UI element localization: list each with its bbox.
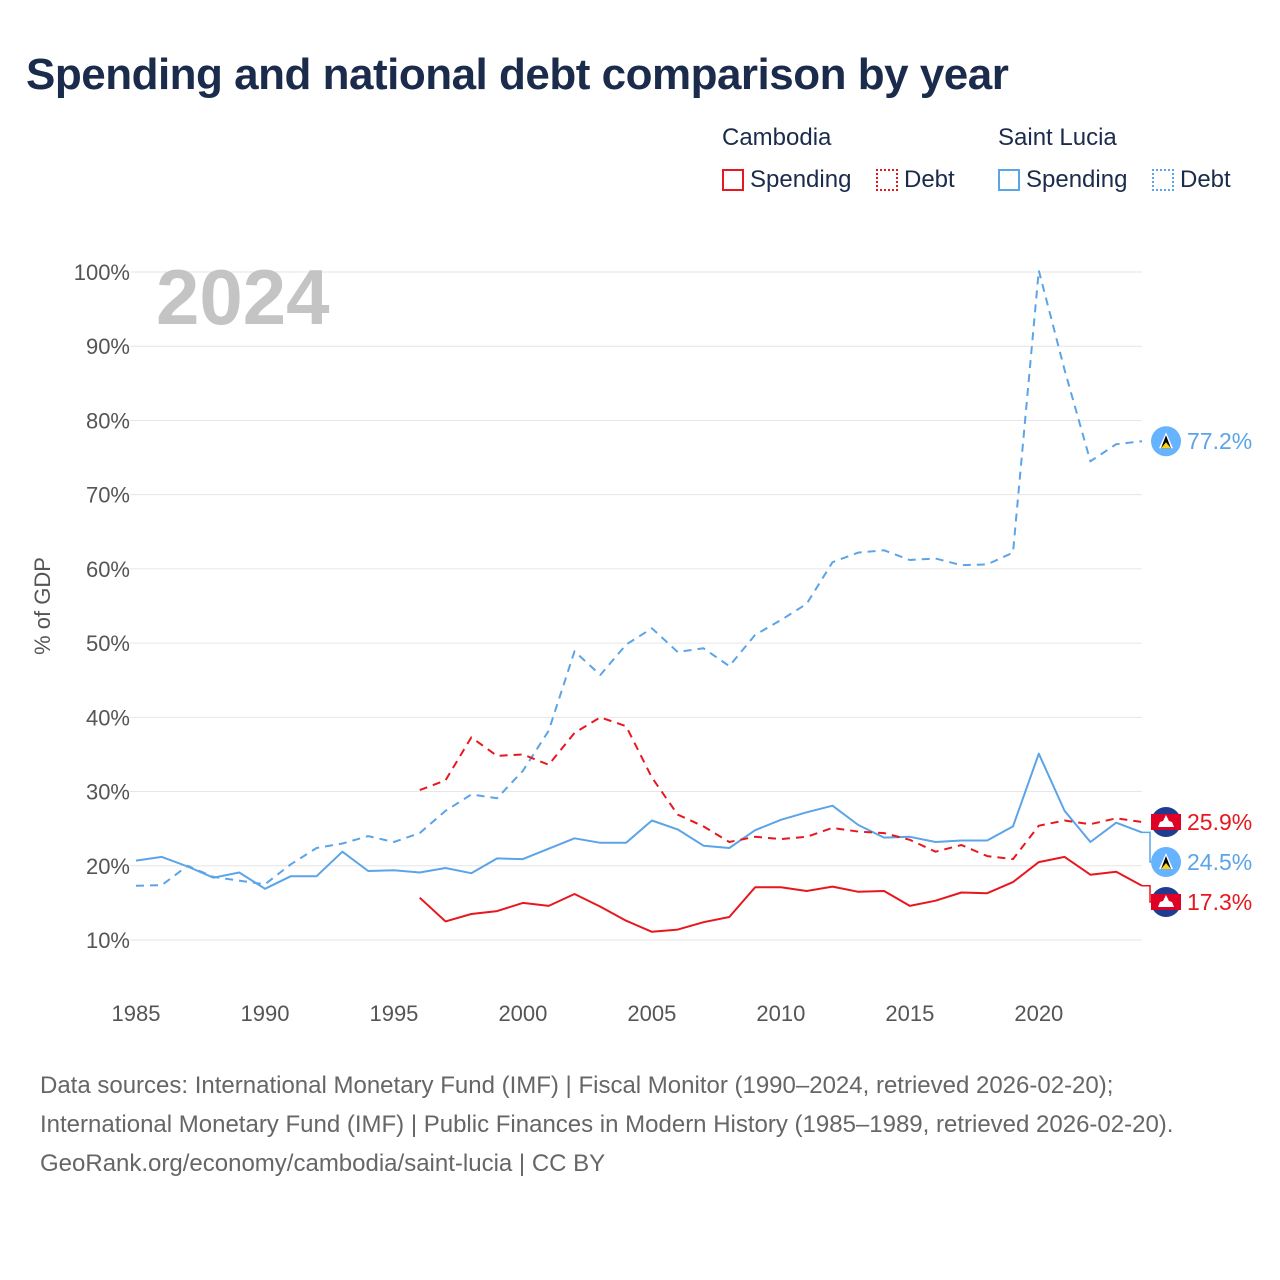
- legend-country-cambodia: Cambodia: [722, 124, 832, 151]
- y-axis-ticks: 10% 20% 30% 40% 50% 60% 70% 80% 90% 100%: [74, 260, 130, 953]
- cambodia-flag-icon: [1151, 806, 1181, 837]
- x-tick-label: 1990: [240, 1001, 289, 1026]
- series-line-saint-lucia-debt[interactable]: [135, 269, 1143, 887]
- legend-item-saint-lucia-debt[interactable]: Debt: [1152, 166, 1231, 194]
- x-tick-label: 1995: [369, 1001, 418, 1026]
- y-tick-label: 80%: [86, 408, 130, 433]
- x-axis-ticks: 1985 1990 1995 2000 2005 2010 2015 2020: [112, 1001, 1064, 1026]
- legend-swatch-dotted: [876, 169, 898, 191]
- y-tick-label: 70%: [86, 483, 130, 508]
- saint-lucia-flag-icon: [1151, 426, 1181, 457]
- legend-item-saint-lucia-spending[interactable]: Spending: [998, 166, 1127, 194]
- end-label-value: 77.2%: [1187, 428, 1252, 454]
- legend-label: Spending: [1026, 166, 1128, 193]
- legend-item-cambodia-spending[interactable]: Spending: [722, 166, 851, 194]
- year-watermark: 2024: [156, 253, 330, 341]
- x-tick-label: 2005: [627, 1001, 676, 1026]
- legend-swatch-solid: [722, 169, 744, 191]
- y-tick-label: 90%: [86, 334, 130, 359]
- legend-label: Debt: [904, 166, 955, 193]
- end-label-value: 24.5%: [1187, 849, 1252, 875]
- saint-lucia-flag-icon: [1151, 846, 1181, 877]
- y-tick-label: 20%: [86, 854, 130, 879]
- series-lines: [135, 269, 1143, 933]
- x-tick-label: 1985: [112, 1001, 161, 1026]
- x-tick-label: 2000: [498, 1001, 547, 1026]
- y-tick-label: 30%: [86, 780, 130, 805]
- end-label-value: 17.3%: [1187, 889, 1252, 915]
- y-tick-label: 50%: [86, 631, 130, 656]
- y-axis-label: % of GDP: [30, 557, 55, 655]
- legend-swatch-dotted: [1152, 169, 1174, 191]
- legend-label: Spending: [750, 166, 852, 193]
- x-tick-label: 2020: [1014, 1001, 1063, 1026]
- chart-title: Spending and national debt comparison by…: [26, 50, 1009, 99]
- series-line-cambodia-spending[interactable]: [419, 855, 1143, 933]
- legend-item-cambodia-debt[interactable]: Debt: [876, 166, 955, 194]
- x-tick-label: 2010: [756, 1001, 805, 1026]
- credit-link[interactable]: GeoRank.org/economy/cambodia/saint-lucia…: [40, 1150, 606, 1177]
- x-tick-label: 2015: [885, 1001, 934, 1026]
- data-sources: Data sources: International Monetary Fun…: [40, 1072, 1174, 1138]
- end-label-value: 25.9%: [1187, 809, 1252, 835]
- series-line-saint-lucia-spending[interactable]: [135, 752, 1143, 890]
- legend-swatch-solid: [998, 169, 1020, 191]
- y-tick-label: 60%: [86, 557, 130, 582]
- footer: Data sources: International Monetary Fun…: [40, 1066, 1240, 1183]
- y-tick-label: 40%: [86, 705, 130, 730]
- gridlines: [130, 271, 1142, 941]
- y-tick-label: 100%: [74, 260, 130, 285]
- chart-plot: 10% 20% 30% 40% 50% 60% 70% 80% 90% 100% 1985 1990…: [30, 253, 1252, 1026]
- legend-country-saint-lucia: Saint Lucia: [998, 124, 1117, 151]
- series-line-cambodia-debt[interactable]: [419, 716, 1143, 861]
- y-tick-label: 10%: [86, 928, 130, 953]
- cambodia-flag-icon: [1151, 886, 1181, 917]
- legend-label: Debt: [1180, 166, 1231, 193]
- end-labels: 77.2% 25.9% 24.5% 17.3%: [1142, 426, 1252, 917]
